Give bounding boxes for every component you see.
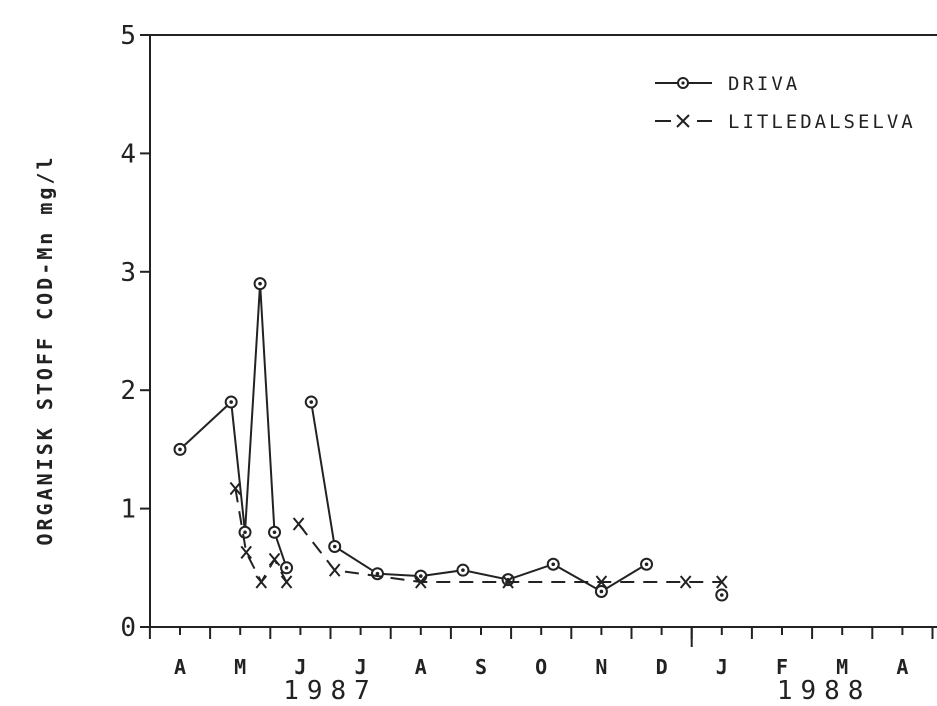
data-point [238,525,252,539]
x-tick-label: M [234,655,246,679]
legend-label-litledalselva: LITLEDALSELVA [728,111,916,133]
series-line [297,523,722,583]
year-label: 1987 [283,676,378,706]
series-driva [173,277,729,602]
x-tick-label: A [896,655,908,679]
legend-entry-litledalselva: LITLEDALSELVA [655,111,916,133]
x-tick-label: A [415,655,427,679]
y-tick-label: 4 [120,139,136,169]
legend-entry-driva: DRIVA [655,73,800,95]
series-layer [173,277,729,602]
x-tick-label: J [355,655,367,679]
y-axis-title: ORGANISK STOFF COD-Mn mg/l [33,154,57,545]
data-point [268,552,281,567]
x-tick-label: D [656,655,668,679]
data-point [280,575,293,589]
data-point [716,575,728,589]
data-point [268,525,282,539]
x-tick-label: J [294,655,306,679]
data-point [255,575,268,589]
y-tick-label: 3 [120,258,136,288]
legend-label-driva: DRIVA [728,73,800,95]
data-point [594,584,608,598]
x-axis-ticks: A M J J A S O N D J F M A 1987 1988 [148,627,934,706]
data-point [173,442,187,456]
x-tick-label: S [475,655,487,679]
data-point [456,563,470,577]
data-point [224,395,238,409]
data-point [595,575,608,589]
data-point [715,588,729,602]
data-point [546,557,560,571]
x-tick-label: A [174,655,186,679]
y-tick-label: 0 [120,613,136,643]
data-point [328,539,342,553]
data-point [253,277,267,291]
y-axis-ticks: 0 1 2 3 4 5 [120,21,150,643]
x-tick-label: N [595,655,607,679]
data-point [280,561,294,575]
series-line [179,283,288,569]
x-tick-label: M [836,655,848,679]
plot-frame [149,34,937,628]
y-tick-label: 2 [120,376,136,406]
data-point [328,563,341,577]
data-point [415,575,427,589]
data-point [229,481,242,496]
x-tick-label: F [776,655,788,679]
data-point [640,557,654,571]
year-label: 1988 [777,676,872,706]
data-point [679,575,692,589]
data-point [240,545,252,560]
x-tick-label: J [716,655,728,679]
series-litledalselva [229,481,728,589]
series-line [310,401,648,593]
data-point [292,517,305,531]
y-tick-label: 5 [120,21,136,51]
data-point [304,395,318,409]
data-point [502,575,514,589]
y-tick-label: 1 [120,495,136,525]
legend: DRIVA LITLEDALSELVA [655,73,916,133]
x-tick-label: O [535,655,547,679]
